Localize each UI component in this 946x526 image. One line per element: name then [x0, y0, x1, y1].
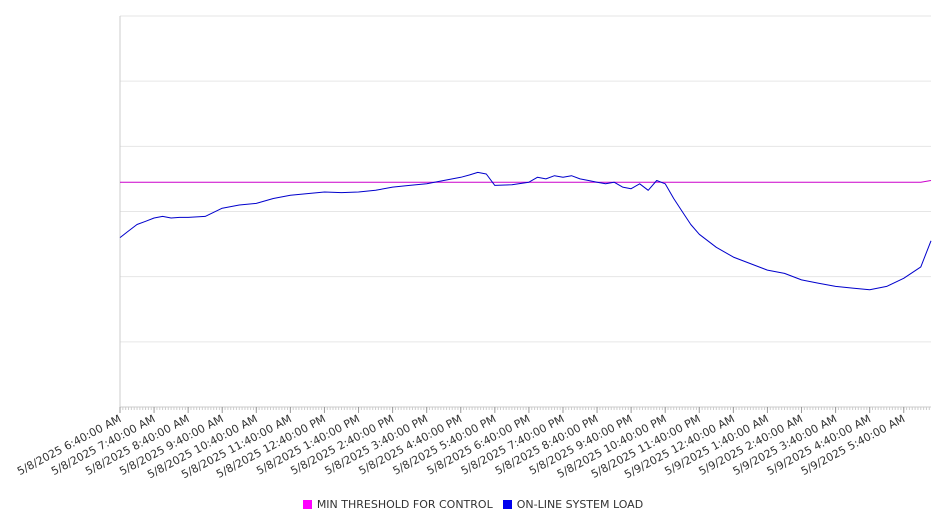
legend-label-min-threshold: MIN THRESHOLD FOR CONTROL [316, 498, 493, 511]
legend-swatch-min-threshold [302, 500, 312, 509]
legend-item-online-load[interactable]: ON-LINE SYSTEM LOAD [502, 498, 644, 511]
legend: MIN THRESHOLD FOR CONTROL ON-LINE SYSTEM… [0, 498, 946, 511]
series-line-online-load [119, 171, 932, 291]
x-axis-ticks: 5/8/2025 6:40:00 AM5/8/2025 7:40:00 AM5/… [15, 407, 930, 481]
legend-swatch-online-load [502, 500, 512, 509]
series-line-min-threshold [120, 180, 932, 183]
legend-label-online-load: ON-LINE SYSTEM LOAD [516, 498, 644, 511]
legend-item-min-threshold[interactable]: MIN THRESHOLD FOR CONTROL [302, 498, 493, 511]
series-lines [119, 171, 932, 291]
gridlines [120, 15, 931, 343]
